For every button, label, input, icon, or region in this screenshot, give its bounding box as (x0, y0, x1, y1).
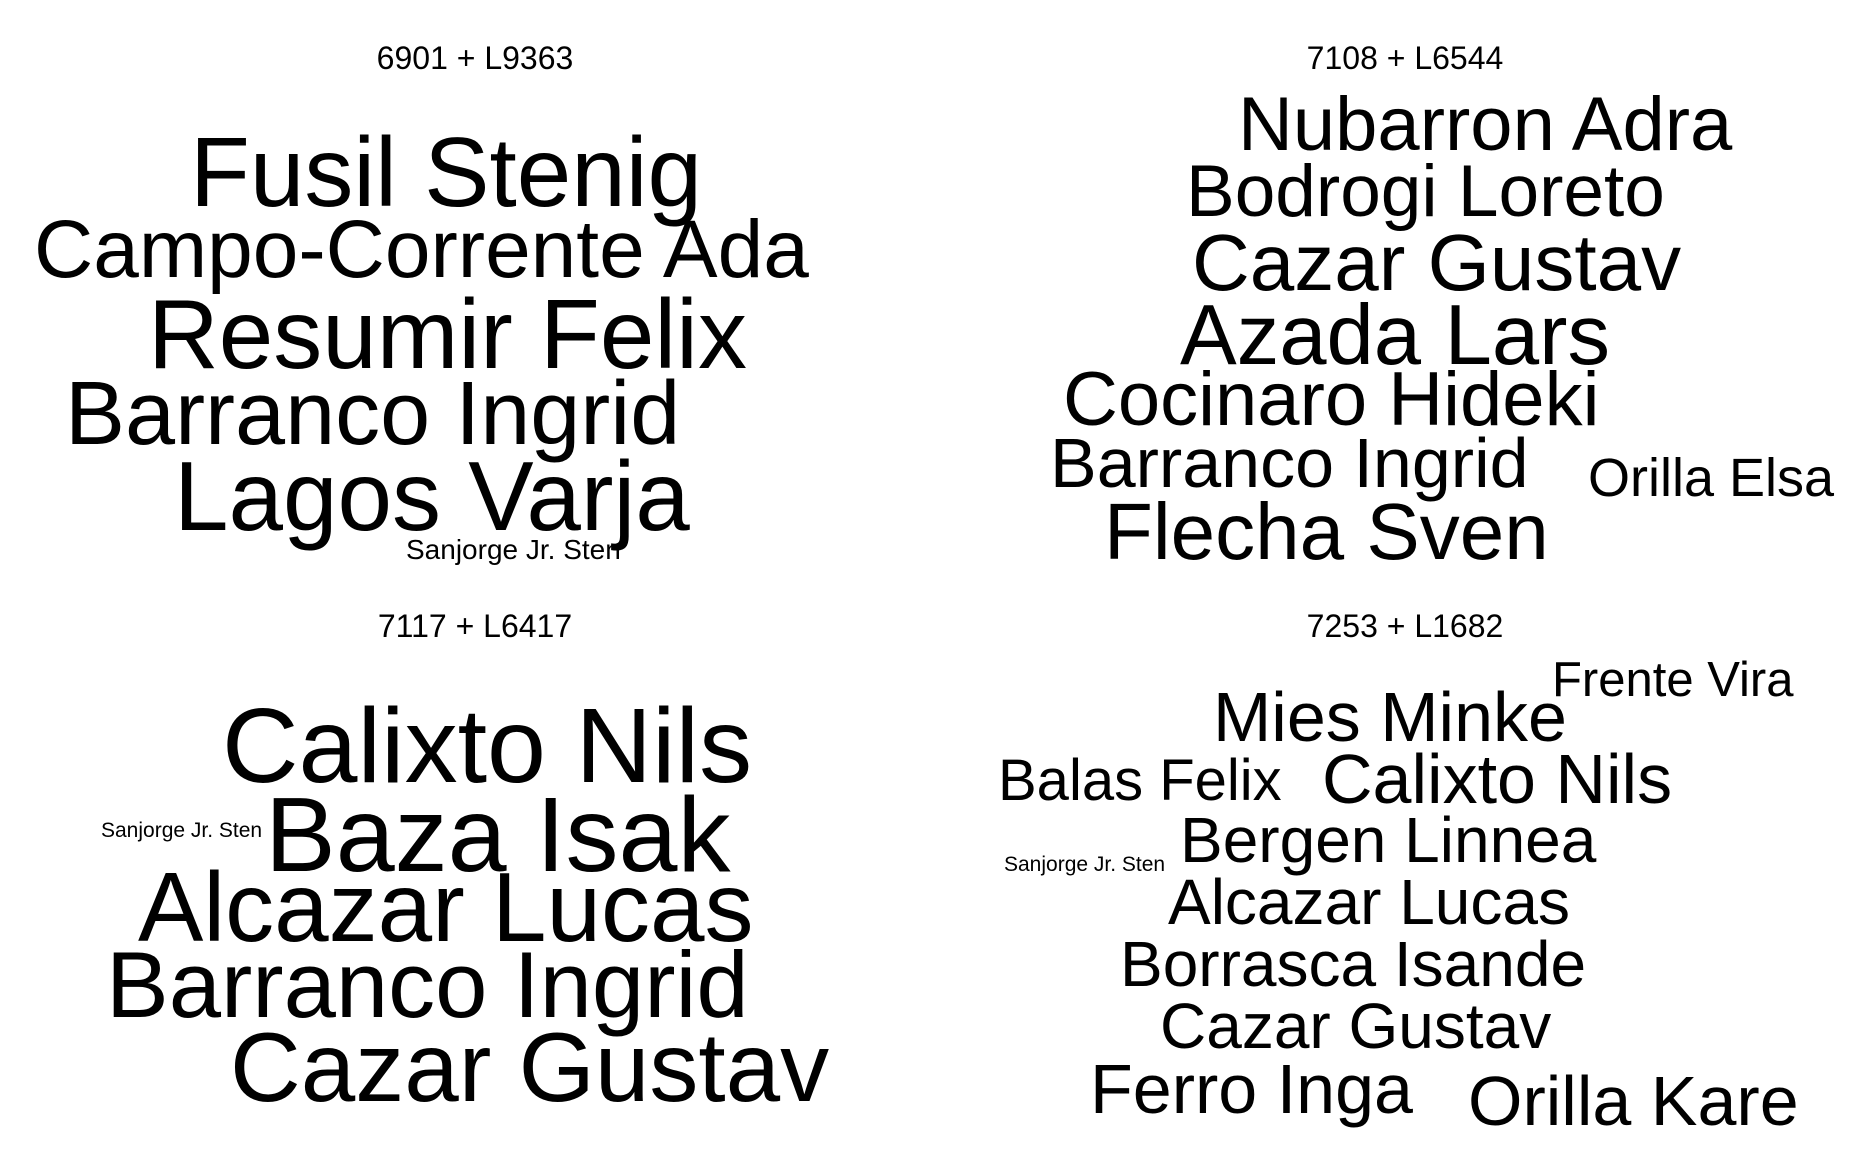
word-cloud-word: Barranco Ingrid (1050, 424, 1529, 502)
panel-title: 7108 + L6544 (1306, 40, 1504, 76)
word-cloud-word: Mies Minke (1213, 678, 1567, 756)
word-cloud-word: Fusil Stenig (190, 117, 703, 227)
word-cloud-word: Flecha Sven (1104, 487, 1549, 576)
word-cloud-word: Barranco Ingrid (106, 932, 749, 1037)
word-cloud-word: Cocinaro Hideki (1063, 357, 1600, 442)
word-cloud-word: Cazar Gustav (1160, 990, 1552, 1062)
word-cloud-word: Cazar Gustav (1192, 218, 1682, 307)
word-cloud-word: Sanjorge Jr. Sten (406, 534, 621, 565)
panel-title: 7253 + L1682 (1306, 608, 1504, 644)
panel-title: 7117 + L6417 (377, 608, 573, 644)
word-cloud-word: Orilla Kare (1468, 1062, 1799, 1140)
word-cloud-word: Resumir Felix (148, 279, 747, 389)
word-cloud-word: Azada Lars (1180, 288, 1610, 383)
word-cloud-word: Campo-Corrente Ada (34, 204, 809, 295)
word-cloud-word: Alcazar Lucas (1168, 866, 1570, 938)
word-cloud-word: Frente Vira (1552, 653, 1794, 707)
word-cloud-word: Nubarron Adra (1238, 82, 1733, 167)
word-cloud-word: Calixto Nils (222, 687, 753, 805)
word-cloud-word: Bodrogi Loreto (1186, 151, 1665, 232)
word-cloud-word: Orilla Elsa (1588, 448, 1835, 508)
word-cloud-word: Barranco Ingrid (65, 364, 681, 464)
word-cloud-word: Ferro Inga (1090, 1050, 1413, 1128)
word-cloud-word: Sanjorge Jr. Sten (101, 819, 263, 842)
word-cloud-word: Bergen Linnea (1180, 804, 1597, 876)
word-cloud-word: Balas Felix (998, 748, 1282, 813)
panel-title: 6901 + L9363 (376, 40, 574, 76)
word-cloud-word: Lagos Varja (174, 441, 690, 551)
word-cloud-word: Sanjorge Jr. Sten (1004, 853, 1166, 876)
word-cloud-word: Borrasca Isande (1120, 928, 1587, 1000)
word-cloud-word: Alcazar Lucas (138, 852, 754, 962)
word-cloud-word: Cazar Gustav (230, 1012, 830, 1122)
word-cloud-word: Baza Isak (265, 776, 731, 894)
word-cloud-word: Calixto Nils (1322, 740, 1673, 818)
